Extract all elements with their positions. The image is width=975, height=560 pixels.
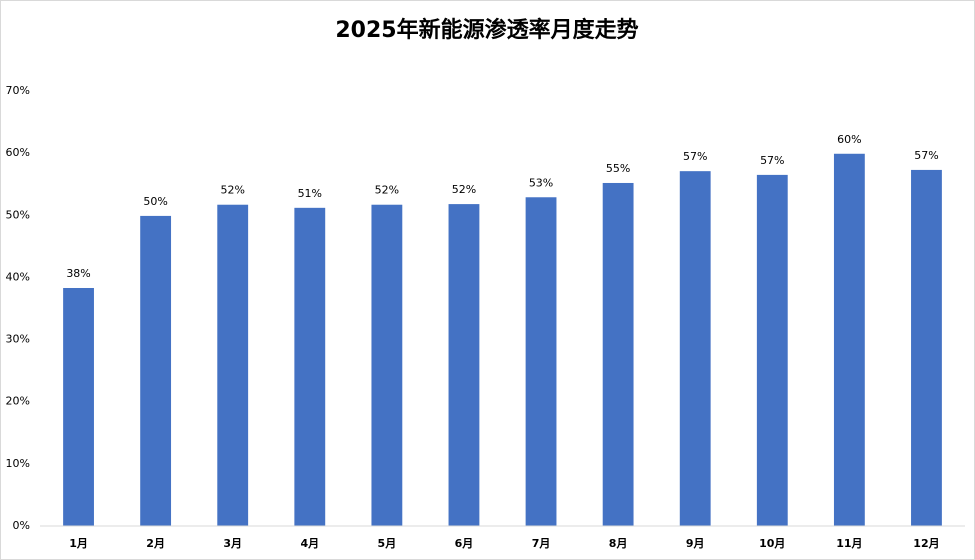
data-label: 57%	[760, 154, 784, 167]
bar	[140, 215, 172, 526]
x-tick-label: 1月	[69, 537, 88, 550]
x-tick-label: 11月	[836, 537, 862, 550]
x-tick-label: 6月	[455, 537, 474, 550]
data-label: 52%	[375, 184, 399, 197]
data-label: 53%	[529, 176, 553, 189]
bar	[63, 287, 94, 526]
y-tick-label: 10%	[6, 457, 30, 470]
x-tick-label: 9月	[686, 537, 705, 550]
data-label: 57%	[914, 149, 938, 162]
x-tick-label: 7月	[532, 537, 551, 550]
y-tick-label: 40%	[6, 270, 30, 283]
y-tick-label: 0%	[13, 519, 30, 532]
data-label: 57%	[683, 150, 707, 163]
bar	[217, 204, 249, 526]
y-tick-label: 30%	[6, 333, 30, 346]
x-tick-label: 4月	[300, 537, 319, 550]
data-label: 38%	[66, 267, 90, 280]
x-tick-label: 10月	[759, 537, 785, 550]
data-label: 50%	[143, 195, 167, 208]
x-tick-label: 5月	[378, 537, 397, 550]
y-tick-label: 50%	[6, 208, 30, 221]
y-tick-label: 20%	[6, 395, 30, 408]
x-tick-label: 12月	[913, 537, 939, 550]
bar	[911, 169, 942, 526]
data-label: 52%	[220, 184, 244, 197]
x-tick-label: 3月	[223, 537, 242, 550]
bar	[602, 182, 634, 526]
bar	[448, 204, 480, 526]
data-label: 51%	[298, 187, 322, 200]
bar	[756, 174, 788, 526]
bar	[294, 207, 326, 527]
y-tick-label: 60%	[6, 146, 30, 159]
data-label: 52%	[452, 183, 476, 196]
chart-title: 2025年新能源渗透率月度走势	[335, 17, 638, 43]
y-tick-label: 70%	[6, 84, 30, 97]
bar	[833, 153, 865, 526]
data-label: 60%	[837, 133, 861, 146]
bar	[371, 204, 403, 526]
bar	[679, 171, 711, 526]
x-tick-label: 2月	[146, 537, 165, 550]
bar	[525, 197, 557, 526]
x-tick-label: 8月	[609, 537, 628, 550]
data-label: 55%	[606, 162, 630, 175]
